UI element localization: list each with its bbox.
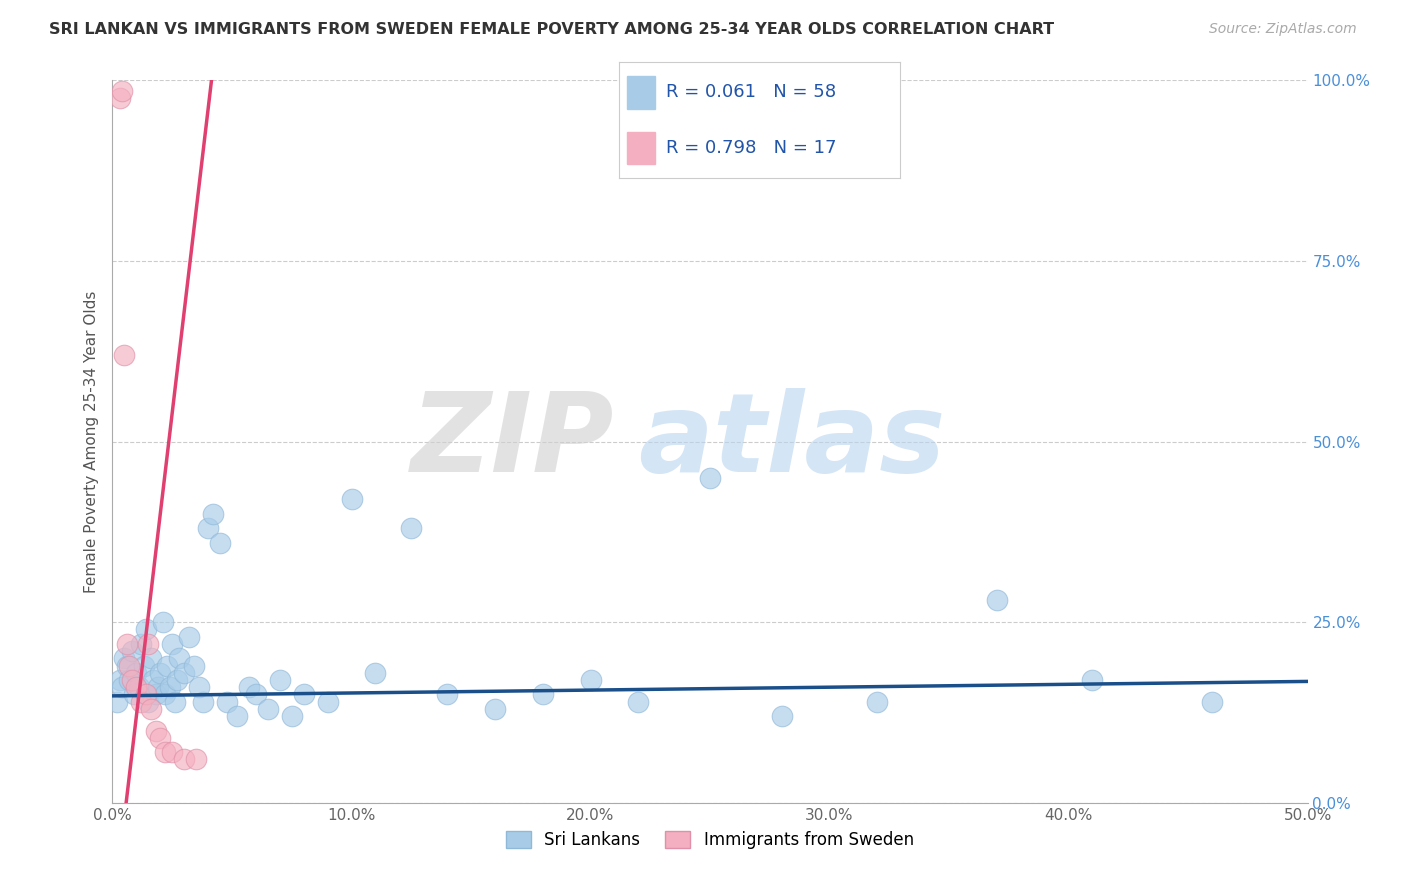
Text: R = 0.798   N = 17: R = 0.798 N = 17 — [666, 139, 837, 157]
Point — [579, 673, 602, 687]
Point — [245, 687, 267, 701]
Point — [238, 680, 260, 694]
Point — [121, 644, 143, 658]
Point — [201, 507, 224, 521]
Point — [153, 687, 176, 701]
Point — [187, 680, 209, 694]
Point — [183, 658, 205, 673]
Text: atlas: atlas — [638, 388, 946, 495]
Point — [128, 680, 150, 694]
Point — [193, 695, 215, 709]
Point — [152, 615, 174, 630]
Point — [114, 348, 135, 362]
Point — [281, 709, 304, 723]
Point — [129, 695, 152, 709]
Point — [162, 637, 183, 651]
Point — [111, 680, 134, 694]
Point — [149, 731, 172, 745]
Point — [122, 687, 145, 701]
Point — [142, 673, 165, 687]
Point — [292, 687, 315, 701]
Point — [484, 702, 506, 716]
Point — [197, 521, 219, 535]
Point — [163, 695, 186, 709]
Point — [770, 709, 793, 723]
Point — [986, 593, 1008, 607]
Point — [436, 687, 458, 701]
Text: Source: ZipAtlas.com: Source: ZipAtlas.com — [1209, 22, 1357, 37]
Point — [316, 695, 339, 709]
Text: SRI LANKAN VS IMMIGRANTS FROM SWEDEN FEMALE POVERTY AMONG 25-34 YEAR OLDS CORREL: SRI LANKAN VS IMMIGRANTS FROM SWEDEN FEM… — [49, 22, 1054, 37]
Point — [217, 695, 239, 709]
Point — [401, 521, 423, 535]
Point — [138, 637, 160, 651]
Point — [139, 702, 162, 716]
Point — [118, 673, 141, 687]
Text: ZIP: ZIP — [411, 388, 614, 495]
Point — [153, 745, 176, 759]
Point — [177, 630, 200, 644]
Point — [135, 623, 157, 637]
Point — [531, 687, 554, 701]
Point — [364, 665, 387, 680]
Point — [135, 687, 157, 701]
Point — [257, 702, 280, 716]
Text: R = 0.061   N = 58: R = 0.061 N = 58 — [666, 83, 837, 101]
Point — [169, 651, 191, 665]
Point — [186, 752, 208, 766]
Point — [209, 535, 232, 549]
Point — [114, 651, 135, 665]
Point — [121, 673, 143, 687]
Point — [159, 680, 181, 694]
Bar — [627, 77, 655, 109]
Point — [149, 665, 172, 680]
Point — [108, 673, 131, 687]
Point — [132, 658, 155, 673]
Point — [1081, 673, 1104, 687]
Point — [340, 492, 363, 507]
Point — [115, 637, 138, 651]
Point — [111, 84, 134, 98]
Point — [146, 680, 169, 694]
Point — [162, 745, 183, 759]
Point — [118, 658, 141, 673]
Point — [138, 695, 160, 709]
Point — [156, 658, 179, 673]
Point — [627, 695, 650, 709]
Point — [125, 680, 148, 694]
Point — [173, 665, 195, 680]
Y-axis label: Female Poverty Among 25-34 Year Olds: Female Poverty Among 25-34 Year Olds — [83, 291, 98, 592]
Point — [1201, 695, 1223, 709]
Point — [225, 709, 247, 723]
Legend: Sri Lankans, Immigrants from Sweden: Sri Lankans, Immigrants from Sweden — [499, 824, 921, 856]
Point — [866, 695, 889, 709]
Point — [145, 687, 167, 701]
Bar — [627, 132, 655, 164]
Point — [269, 673, 291, 687]
Point — [105, 695, 128, 709]
Point — [145, 723, 167, 738]
Point — [129, 637, 152, 651]
Point — [125, 665, 148, 680]
Point — [115, 658, 138, 673]
Point — [173, 752, 195, 766]
Point — [108, 91, 131, 105]
Point — [139, 651, 162, 665]
Point — [699, 470, 721, 484]
Point — [166, 673, 188, 687]
